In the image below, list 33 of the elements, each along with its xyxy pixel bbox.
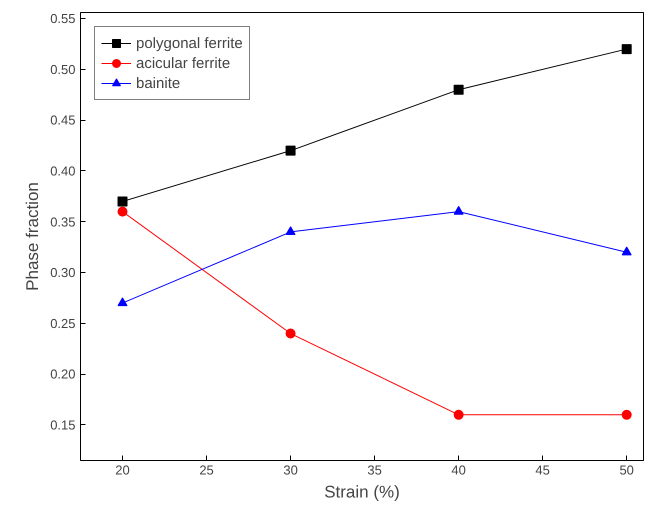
legend-label: bainite	[136, 74, 180, 92]
legend-label: polygonal ferrite	[136, 34, 243, 52]
x-tick-label: 30	[283, 462, 298, 478]
x-tick-label: 25	[199, 462, 214, 478]
y-tick-label: 0.50	[50, 62, 76, 77]
point	[286, 146, 296, 156]
x-tick-label: 50	[619, 462, 634, 478]
point	[286, 328, 296, 339]
y-tick-label: 0.15	[50, 417, 76, 432]
y-tick-label: 0.55	[50, 11, 76, 26]
y-axis-title: Phase fraction	[23, 182, 42, 291]
y-tick-label: 0.25	[50, 316, 76, 331]
y-tick-label: 0.45	[50, 112, 76, 128]
point	[118, 206, 128, 217]
point	[286, 226, 296, 236]
y-tick-label: 0.30	[50, 265, 76, 280]
point	[622, 246, 632, 256]
x-tick-label: 20	[115, 462, 130, 478]
point	[622, 410, 632, 420]
point	[118, 196, 128, 206]
x-tick-label: 40	[451, 462, 466, 478]
x-axis-title: Strain (%)	[324, 482, 400, 502]
point	[118, 297, 128, 306]
point	[622, 44, 632, 54]
point	[454, 206, 464, 215]
y-tick-label: 0.20	[50, 366, 76, 382]
y-tick-label: 0.40	[50, 163, 76, 178]
legend-label: acicular ferrite	[136, 54, 230, 72]
x-tick-label: 35	[367, 462, 382, 478]
point	[454, 410, 464, 420]
y-tick-label: 0.35	[50, 214, 76, 230]
x-tick-label: 45	[535, 462, 550, 478]
point	[454, 84, 464, 95]
